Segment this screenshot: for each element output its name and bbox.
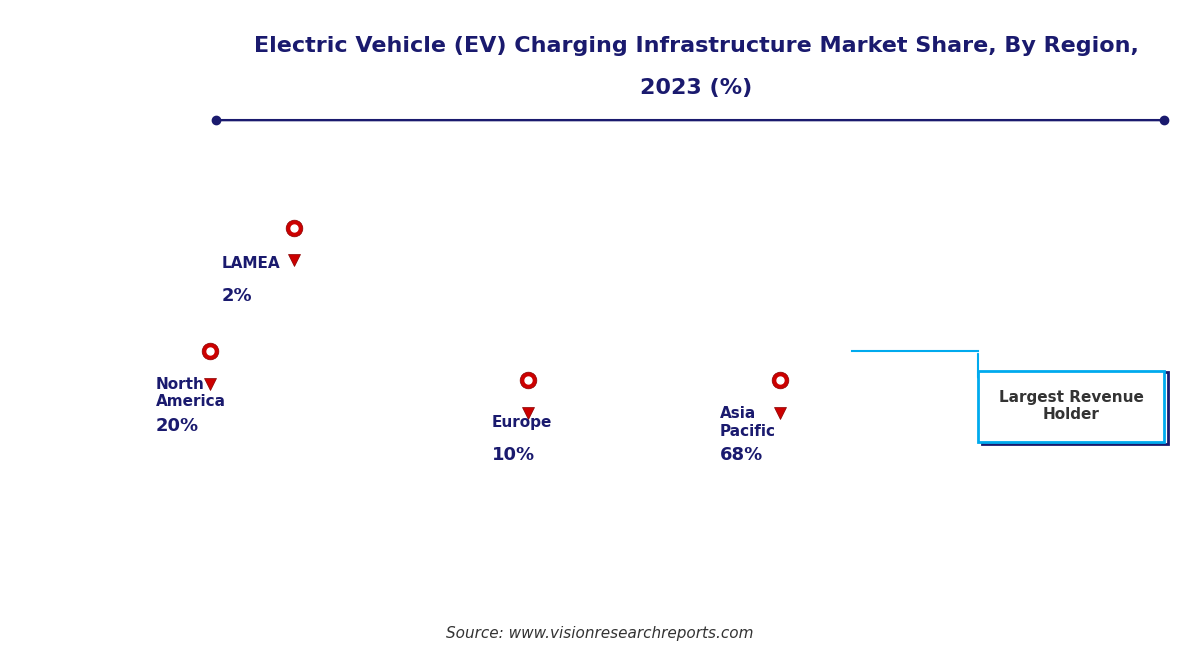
Text: 10%: 10%	[492, 446, 535, 464]
Text: 2023 (%): 2023 (%)	[640, 78, 752, 98]
Text: 68%: 68%	[720, 446, 763, 464]
Text: Asia
Pacific: Asia Pacific	[720, 406, 776, 439]
Text: Electric Vehicle (EV) Charging Infrastructure Market Share, By Region,: Electric Vehicle (EV) Charging Infrastru…	[253, 36, 1139, 55]
Text: 2%: 2%	[222, 287, 253, 305]
FancyBboxPatch shape	[978, 370, 1164, 442]
Text: North
America: North America	[156, 377, 226, 410]
Text: 20%: 20%	[156, 417, 199, 435]
Text: Largest Revenue
Holder: Largest Revenue Holder	[998, 390, 1144, 422]
Text: LAMEA: LAMEA	[222, 255, 281, 271]
Text: Europe: Europe	[492, 415, 552, 430]
Text: Source: www.visionresearchreports.com: Source: www.visionresearchreports.com	[446, 626, 754, 642]
